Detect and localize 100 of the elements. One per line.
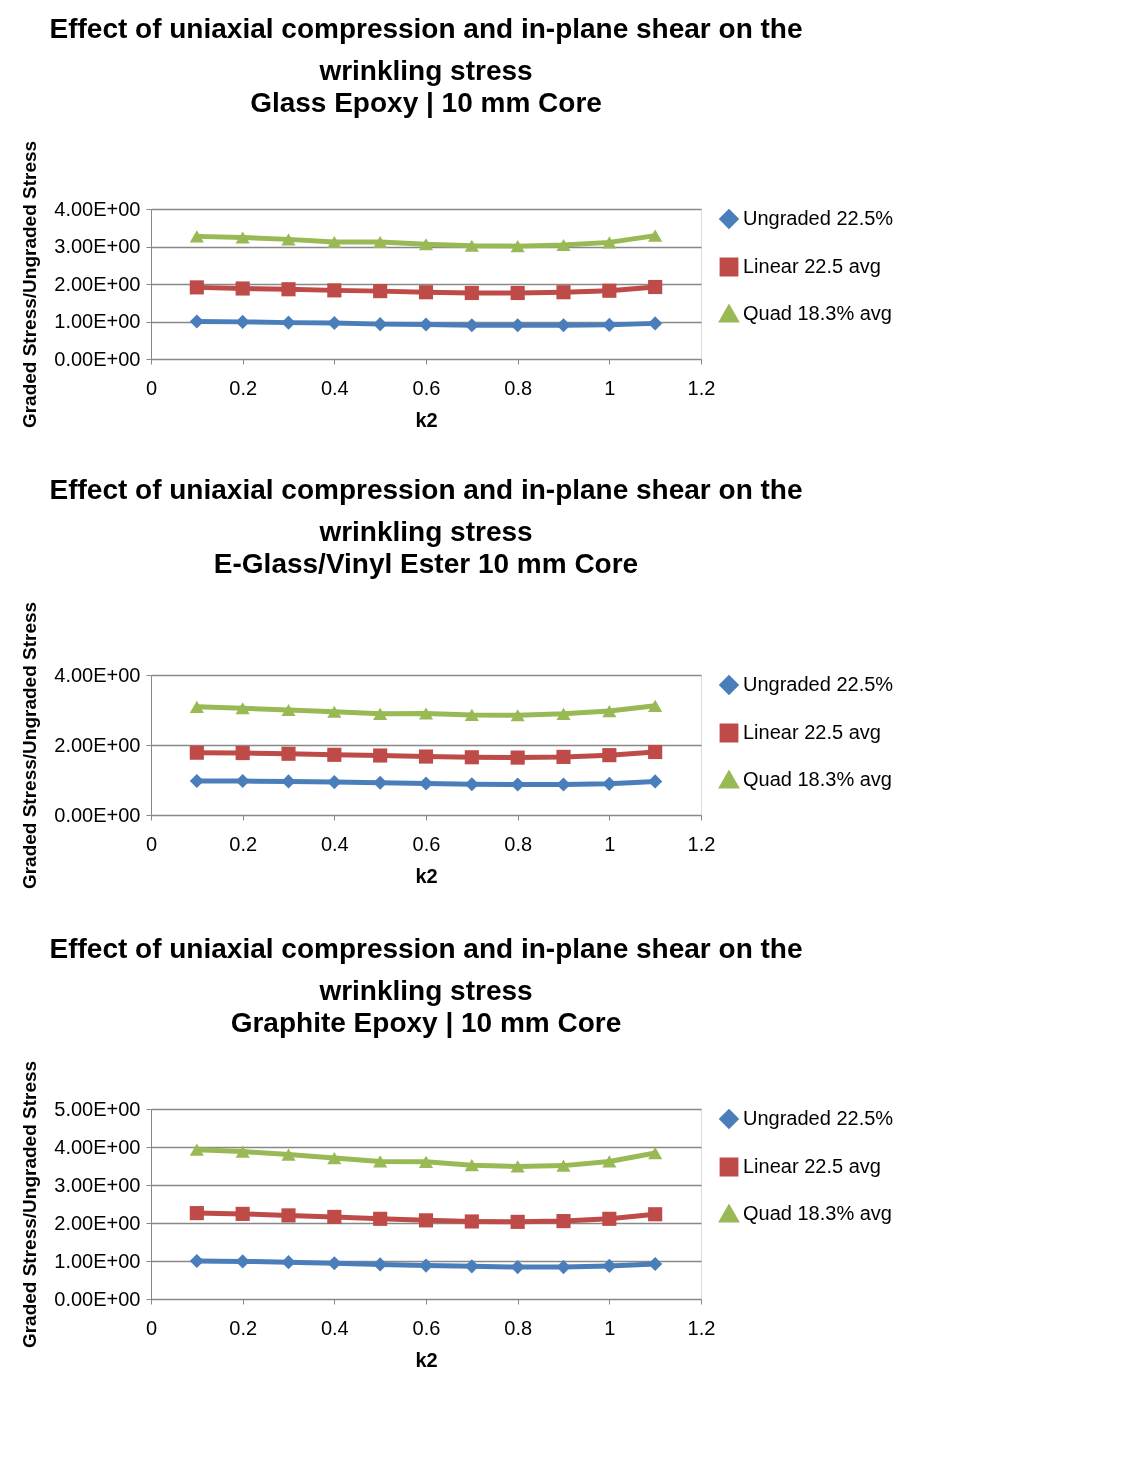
point [556, 749, 571, 764]
point [464, 1259, 479, 1274]
point [235, 281, 250, 296]
point [602, 1155, 617, 1168]
legend-label: Quad 18.3% avg [743, 768, 892, 790]
point [648, 744, 663, 760]
point [373, 317, 388, 332]
point [235, 702, 250, 715]
point [281, 1208, 296, 1223]
point [556, 318, 571, 333]
point [510, 318, 525, 333]
point [327, 283, 342, 298]
point [373, 775, 388, 790]
point [373, 235, 388, 249]
y-tick-label: 1.00E+00 [54, 1249, 141, 1272]
y-tick-label: 0.00E+00 [54, 1287, 141, 1310]
point [418, 707, 434, 720]
point [648, 699, 663, 712]
y-axis-title: Graded Stress/Ungraded Stress [19, 1060, 41, 1349]
point [418, 285, 434, 300]
point [281, 282, 296, 297]
x-tick-label: 0 [145, 832, 158, 855]
point [648, 1207, 663, 1222]
y-tick-label: 2.00E+00 [54, 733, 141, 756]
point [281, 746, 296, 761]
legend-label: Ungraded 22.5% [743, 673, 894, 695]
x-tick-label: 0 [145, 1316, 158, 1339]
point [464, 285, 479, 301]
point [327, 235, 342, 249]
point [602, 748, 617, 763]
y-tick-label: 2.00E+00 [54, 1211, 141, 1234]
point [602, 236, 617, 249]
point [648, 316, 663, 331]
point [556, 238, 571, 252]
x-tick-label: 0.2 [229, 1316, 258, 1339]
point [373, 748, 388, 763]
point [235, 314, 250, 329]
y-axis-title: Graded Stress/Ungraded Stress [19, 140, 41, 429]
y-tick-label: 4.00E+00 [54, 1135, 141, 1158]
point [556, 1260, 571, 1275]
y-tick-label: 4.00E+00 [54, 663, 141, 686]
point [510, 240, 525, 253]
x-tick-label: 0.4 [320, 376, 349, 399]
point [602, 1258, 617, 1274]
point [373, 284, 388, 299]
point [418, 1155, 434, 1168]
point [648, 279, 663, 295]
x-axis-title: k2 [415, 1348, 438, 1371]
x-tick-label: 0.8 [504, 1316, 533, 1339]
point [510, 1260, 525, 1275]
point [602, 1211, 617, 1226]
chart-title: Effect of uniaxial compression and in-plane shear on the wrinkling stress [49, 933, 803, 1007]
x-tick-label: 0.6 [412, 1316, 441, 1339]
x-tick-label: 1.2 [687, 376, 716, 399]
x-tick-label: 0.6 [412, 376, 441, 399]
y-tick-label: 4.00E+00 [54, 197, 141, 220]
point [464, 777, 479, 792]
x-tick-label: 1 [604, 376, 616, 399]
point [510, 709, 525, 722]
point [510, 750, 525, 765]
y-tick-label: 3.00E+00 [54, 1173, 141, 1196]
point [281, 233, 296, 246]
y-tick-label: 5.00E+00 [54, 1097, 141, 1120]
point [235, 1206, 250, 1221]
x-tick-label: 0 [145, 376, 158, 399]
point [464, 708, 479, 722]
point [235, 1145, 250, 1158]
point [418, 238, 434, 251]
y-tick-label: 2.00E+00 [54, 272, 141, 295]
y-axis-title: Graded Stress/Ungraded Stress [19, 601, 41, 890]
point [327, 747, 342, 762]
legend-label: Linear 22.5 avg [743, 255, 881, 277]
x-tick-label: 0.8 [504, 832, 533, 855]
point [556, 1214, 571, 1229]
legend-label: Linear 22.5 avg [743, 721, 881, 743]
x-tick-label: 0.8 [504, 376, 533, 399]
point [648, 229, 663, 242]
point [327, 1151, 342, 1165]
point [510, 1214, 525, 1229]
chart-title: Effect of uniaxial compression and in-plane shear on the wrinkling stress [49, 474, 803, 548]
point [189, 1143, 204, 1156]
point [189, 1206, 204, 1221]
y-tick-label: 0.00E+00 [54, 803, 141, 826]
legend-label: Ungraded 22.5% [743, 1107, 894, 1129]
point [281, 703, 296, 717]
point [235, 745, 250, 761]
point [602, 283, 617, 298]
point [327, 775, 342, 790]
x-tick-label: 0.2 [229, 376, 258, 399]
point [648, 1146, 663, 1160]
point [281, 315, 296, 330]
point [281, 1148, 296, 1161]
x-tick-label: 1.2 [687, 832, 716, 855]
point [464, 239, 479, 252]
point [464, 1159, 479, 1172]
chart-subtitle: Glass Epoxy | 10 mm Core [250, 87, 602, 119]
y-tick-label: 3.00E+00 [54, 235, 141, 257]
point [648, 1256, 663, 1272]
x-axis-title: k2 [415, 408, 438, 431]
point [464, 1214, 479, 1229]
